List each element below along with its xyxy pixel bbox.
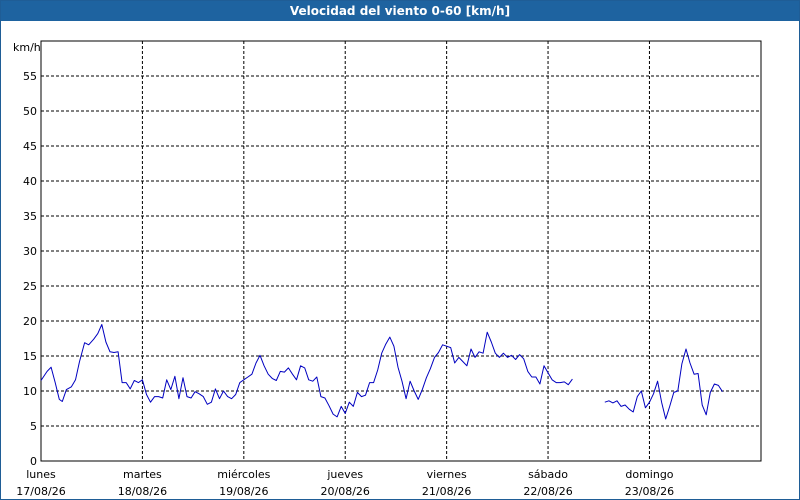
y-tick-label: 55 xyxy=(23,70,37,83)
x-tick-date: 17/08/26 xyxy=(16,485,65,498)
x-tick-date: 21/08/26 xyxy=(422,485,471,498)
wind-speed-line xyxy=(604,348,723,420)
series-lines xyxy=(40,324,723,420)
x-tick-date: 23/08/26 xyxy=(625,485,674,498)
y-tick-label: 35 xyxy=(23,210,37,223)
x-tick-date: 19/08/26 xyxy=(219,485,268,498)
x-tick-day: lunes xyxy=(26,468,56,481)
x-tick-day: viernes xyxy=(427,468,467,481)
x-tick-date: 18/08/26 xyxy=(118,485,167,498)
x-tick-date: 22/08/26 xyxy=(523,485,572,498)
y-axis-label: km/h xyxy=(13,41,41,54)
y-tick-label: 10 xyxy=(23,385,37,398)
x-tick-day: miércoles xyxy=(217,468,270,481)
y-tick-label: 30 xyxy=(23,245,37,258)
x-tick-date: 20/08/26 xyxy=(321,485,370,498)
y-tick-label: 15 xyxy=(23,350,37,363)
window-title: Velocidad del viento 0-60 [km/h] xyxy=(1,1,799,21)
y-tick-label: 0 xyxy=(30,455,37,468)
wind-speed-line xyxy=(40,324,573,418)
y-tick-label: 50 xyxy=(23,105,37,118)
y-tick-label: 25 xyxy=(23,280,37,293)
y-axis-ticks: 0 5 10 15 20 25 30 35 40 45 50 55 xyxy=(23,70,37,468)
x-tick-day: sábado xyxy=(528,468,568,481)
grid-lines xyxy=(41,41,761,461)
x-tick-day: martes xyxy=(123,468,162,481)
y-tick-label: 20 xyxy=(23,315,37,328)
x-tick-day: domingo xyxy=(625,468,673,481)
x-tick-day: jueves xyxy=(326,468,363,481)
y-tick-label: 40 xyxy=(23,175,37,188)
y-tick-label: 5 xyxy=(30,420,37,433)
x-axis-ticks: lunes 17/08/26 martes 18/08/26 miércoles 19/0… xyxy=(16,468,674,498)
y-tick-label: 45 xyxy=(23,140,37,153)
